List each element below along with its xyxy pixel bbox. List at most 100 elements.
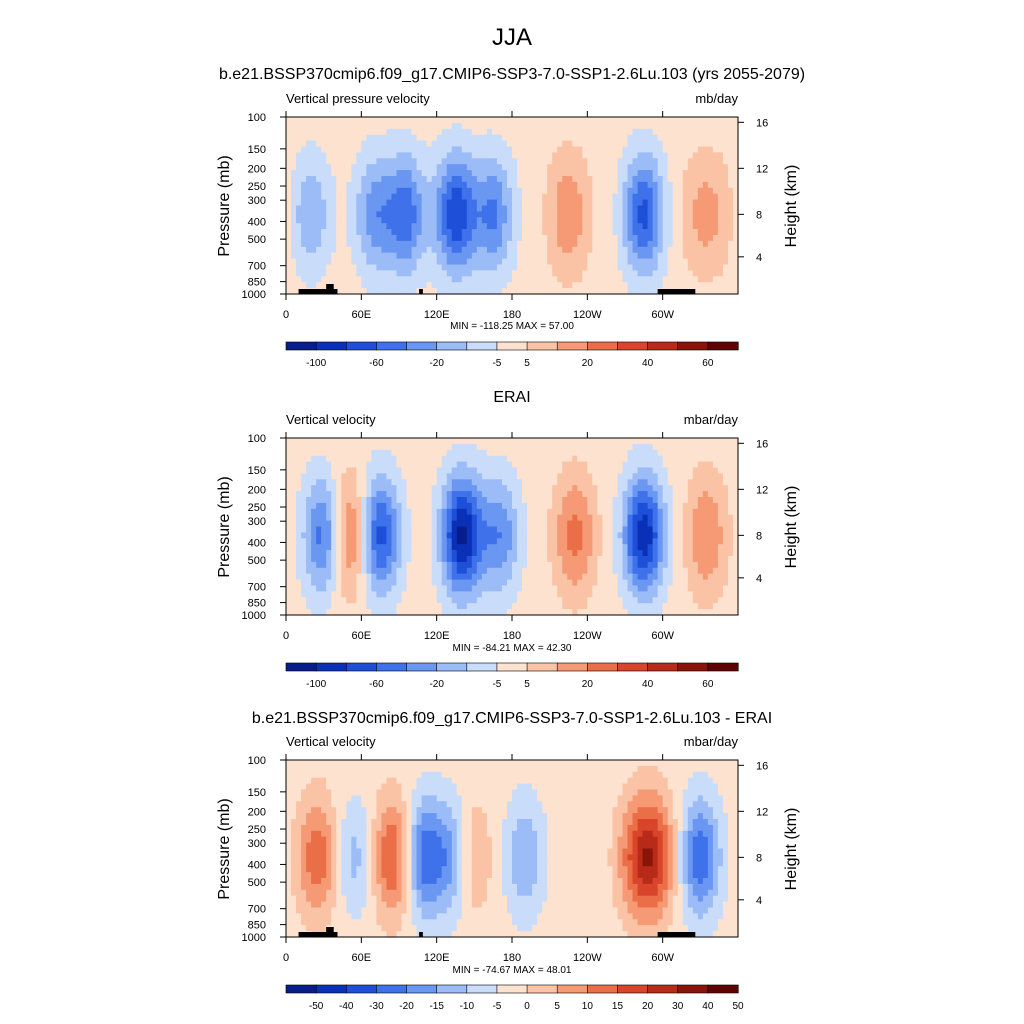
- contour-cell: [692, 455, 699, 463]
- contour-cell: [416, 146, 423, 153]
- contour-cell: [476, 235, 483, 242]
- contour-cell: [486, 134, 493, 142]
- contour-cell: [501, 152, 508, 159]
- contour-cell: [496, 258, 503, 266]
- contour-cell: [466, 479, 473, 486]
- contour-cell: [471, 235, 478, 242]
- contour-cell: [406, 508, 413, 516]
- contour-cell: [647, 502, 654, 510]
- contour-cell: [471, 467, 478, 474]
- contour-cell: [732, 520, 739, 528]
- contour-cell: [461, 282, 468, 289]
- contour-cell: [702, 473, 709, 480]
- contour-cell: [537, 140, 543, 148]
- contour-cell: [692, 532, 699, 539]
- contour-cell: [602, 508, 609, 516]
- contour-cell: [421, 276, 428, 283]
- contour-cell: [637, 573, 644, 581]
- contour-cell: [431, 520, 438, 528]
- contour-cell: [592, 532, 598, 539]
- contour-cell: [692, 176, 699, 183]
- contour-cell: [667, 449, 674, 457]
- contour-cell: [547, 276, 553, 283]
- contour-cell: [557, 520, 563, 528]
- contour-cell: [336, 508, 342, 516]
- contour-cell: [722, 176, 729, 183]
- contour-cell: [416, 187, 423, 195]
- contour-cell: [341, 128, 347, 136]
- contour-cell: [356, 217, 362, 224]
- contour-cell: [386, 205, 393, 212]
- contour-cell: [522, 170, 528, 177]
- contour-cell: [391, 117, 398, 124]
- contour-cell: [687, 526, 694, 533]
- contour-cell: [346, 140, 352, 148]
- contour-cell: [471, 550, 478, 557]
- contour-cell: [672, 438, 679, 445]
- contour-cell: [542, 128, 548, 136]
- contour-cell: [311, 176, 317, 183]
- contour-cell: [522, 538, 528, 545]
- contour-cell: [361, 467, 367, 474]
- contour-cell: [597, 217, 603, 224]
- contour-cell: [316, 514, 322, 522]
- contour-cell: [376, 181, 383, 189]
- contour-cell: [732, 276, 739, 283]
- contour-cell: [496, 193, 503, 201]
- contour-cell: [376, 479, 383, 486]
- contour-cell: [602, 443, 609, 451]
- contour-cell: [406, 461, 413, 469]
- contour-cell: [592, 181, 598, 189]
- contour-cell: [692, 502, 699, 510]
- contour-cell: [291, 497, 297, 504]
- contour-cell: [722, 573, 729, 581]
- contour-cell: [602, 573, 609, 581]
- contour-cell: [381, 467, 388, 474]
- contour-cell: [286, 205, 292, 212]
- contour-cell: [647, 276, 654, 283]
- contour-cell: [582, 164, 588, 171]
- contour-cell: [476, 181, 483, 189]
- contour-cell: [627, 235, 634, 242]
- contour-cell: [371, 158, 377, 165]
- contour-cell: [491, 473, 498, 480]
- contour-cell: [301, 134, 307, 142]
- contour-cell: [296, 438, 302, 445]
- contour-cell: [481, 217, 488, 224]
- contour-cell: [542, 170, 548, 177]
- contour-cell: [306, 561, 312, 569]
- contour-cell: [727, 181, 734, 189]
- figure-subtitle: b.e21.BSSP370cmip6.f09_g17.CMIP6-SSP3-7.…: [219, 66, 805, 83]
- contour-cell: [637, 252, 644, 260]
- contour-cell: [557, 187, 563, 195]
- contour-cell: [286, 573, 292, 581]
- contour-cell: [727, 164, 734, 171]
- contour-cell: [587, 514, 593, 522]
- contour-cell: [301, 258, 307, 266]
- contour-cell: [607, 532, 614, 539]
- contour-cell: [481, 532, 488, 539]
- contour-cell: [647, 252, 654, 260]
- contour-cell: [471, 443, 478, 451]
- contour-cell: [456, 223, 463, 230]
- contour-cell: [461, 134, 468, 142]
- contour-cell: [501, 532, 508, 539]
- contour-cell: [366, 514, 372, 522]
- contour-cell: [406, 497, 413, 504]
- contour-cell: [496, 128, 503, 136]
- contour-cell: [326, 217, 332, 224]
- contour-cell: [702, 561, 709, 569]
- contour-cell: [326, 152, 332, 159]
- contour-cell: [421, 176, 428, 183]
- contour-cell: [336, 532, 342, 539]
- contour-cell: [567, 152, 573, 159]
- contour-cell: [637, 449, 644, 457]
- contour-cell: [512, 211, 518, 218]
- contour-cell: [311, 252, 317, 260]
- contour-cell: [607, 211, 614, 218]
- contour-cell: [727, 443, 734, 451]
- contour-cell: [722, 199, 729, 207]
- contour-cell: [677, 573, 684, 581]
- contour-cell: [627, 176, 634, 183]
- contour-cell: [657, 550, 664, 557]
